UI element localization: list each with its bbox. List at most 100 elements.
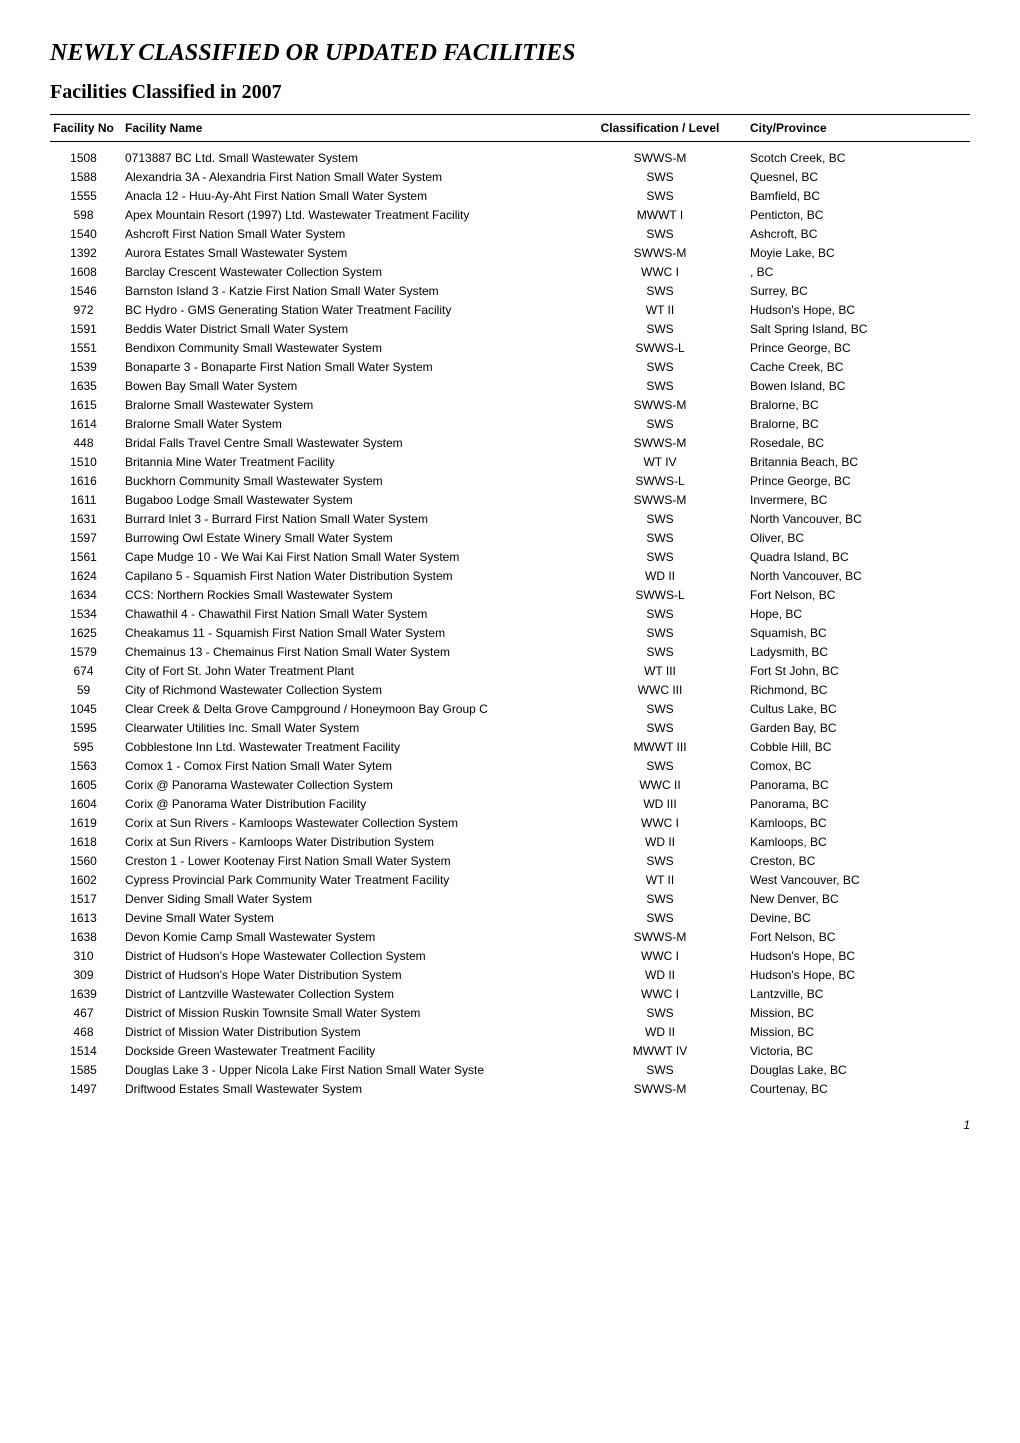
cell-facility-name: Burrard Inlet 3 - Burrard First Nation S… (125, 512, 570, 526)
cell-facility-name: Alexandria 3A - Alexandria First Nation … (125, 170, 570, 184)
cell-city: New Denver, BC (750, 892, 970, 906)
cell-city: Hudson's Hope, BC (750, 949, 970, 963)
table-row: 1551Bendixon Community Small Wastewater … (50, 338, 970, 357)
table-row: 1611Bugaboo Lodge Small Wastewater Syste… (50, 490, 970, 509)
cell-facility-name: 0713887 BC Ltd. Small Wastewater System (125, 151, 570, 165)
cell-classification: SWS (570, 512, 750, 526)
cell-classification: SWS (570, 892, 750, 906)
cell-facility-no: 1563 (50, 759, 125, 773)
cell-city: Panorama, BC (750, 778, 970, 792)
cell-classification: WT IV (570, 455, 750, 469)
cell-classification: WT II (570, 303, 750, 317)
cell-facility-no: 1392 (50, 246, 125, 260)
cell-facility-name: Anacla 12 - Huu-Ay-Aht First Nation Smal… (125, 189, 570, 203)
cell-city: Ladysmith, BC (750, 645, 970, 659)
table-row: 59City of Richmond Wastewater Collection… (50, 680, 970, 699)
cell-facility-no: 1614 (50, 417, 125, 431)
cell-classification: SWS (570, 550, 750, 564)
table-row: 1392Aurora Estates Small Wastewater Syst… (50, 243, 970, 262)
table-row: 309District of Hudson's Hope Water Distr… (50, 965, 970, 984)
table-row: 468District of Mission Water Distributio… (50, 1022, 970, 1041)
cell-facility-name: Chemainus 13 - Chemainus First Nation Sm… (125, 645, 570, 659)
cell-facility-no: 1625 (50, 626, 125, 640)
cell-facility-no: 1588 (50, 170, 125, 184)
cell-classification: WD II (570, 835, 750, 849)
cell-facility-name: Bugaboo Lodge Small Wastewater System (125, 493, 570, 507)
cell-facility-name: Cheakamus 11 - Squamish First Nation Sma… (125, 626, 570, 640)
cell-classification: SWWS-M (570, 151, 750, 165)
cell-facility-name: Bonaparte 3 - Bonaparte First Nation Sma… (125, 360, 570, 374)
table-row: 1615Bralorne Small Wastewater SystemSWWS… (50, 395, 970, 414)
table-row: 1561Cape Mudge 10 - We Wai Kai First Nat… (50, 547, 970, 566)
header-facility-name: Facility Name (125, 121, 570, 135)
cell-city: Squamish, BC (750, 626, 970, 640)
cell-classification: SWS (570, 189, 750, 203)
cell-facility-no: 595 (50, 740, 125, 754)
table-row: 595Cobblestone Inn Ltd. Wastewater Treat… (50, 737, 970, 756)
cell-facility-no: 309 (50, 968, 125, 982)
cell-city: Hudson's Hope, BC (750, 968, 970, 982)
table-row: 1555Anacla 12 - Huu-Ay-Aht First Nation … (50, 186, 970, 205)
cell-city: Bralorne, BC (750, 398, 970, 412)
table-row: 1591Beddis Water District Small Water Sy… (50, 319, 970, 338)
cell-facility-no: 1514 (50, 1044, 125, 1058)
cell-city: Quesnel, BC (750, 170, 970, 184)
table-row: 310District of Hudson's Hope Wastewater … (50, 946, 970, 965)
cell-facility-name: Barnston Island 3 - Katzie First Nation … (125, 284, 570, 298)
cell-facility-name: Douglas Lake 3 - Upper Nicola Lake First… (125, 1063, 570, 1077)
table-row: 972BC Hydro - GMS Generating Station Wat… (50, 300, 970, 319)
cell-facility-no: 598 (50, 208, 125, 222)
cell-facility-no: 1639 (50, 987, 125, 1001)
cell-facility-name: Cypress Provincial Park Community Water … (125, 873, 570, 887)
cell-city: Panorama, BC (750, 797, 970, 811)
cell-facility-no: 448 (50, 436, 125, 450)
cell-facility-name: Driftwood Estates Small Wastewater Syste… (125, 1082, 570, 1096)
cell-classification: WWC III (570, 683, 750, 697)
cell-classification: SWS (570, 1063, 750, 1077)
cell-facility-name: District of Hudson's Hope Wastewater Col… (125, 949, 570, 963)
cell-city: Invermere, BC (750, 493, 970, 507)
table-row: 1588Alexandria 3A - Alexandria First Nat… (50, 167, 970, 186)
cell-facility-no: 1619 (50, 816, 125, 830)
cell-facility-no: 1613 (50, 911, 125, 925)
table-row: 1635Bowen Bay Small Water SystemSWSBowen… (50, 376, 970, 395)
cell-classification: WT III (570, 664, 750, 678)
cell-city: Mission, BC (750, 1025, 970, 1039)
table-row: 1608Barclay Crescent Wastewater Collecti… (50, 262, 970, 281)
cell-facility-no: 1595 (50, 721, 125, 735)
cell-classification: SWWS-M (570, 246, 750, 260)
table-row: 448Bridal Falls Travel Centre Small Wast… (50, 433, 970, 452)
cell-facility-name: Corix at Sun Rivers - Kamloops Wastewate… (125, 816, 570, 830)
cell-city: Ashcroft, BC (750, 227, 970, 241)
table-row: 1539Bonaparte 3 - Bonaparte First Nation… (50, 357, 970, 376)
table-row: 1514Dockside Green Wastewater Treatment … (50, 1041, 970, 1060)
table-row: 1625Cheakamus 11 - Squamish First Nation… (50, 623, 970, 642)
table-row: 1563Comox 1 - Comox First Nation Small W… (50, 756, 970, 775)
cell-city: West Vancouver, BC (750, 873, 970, 887)
table-row: 1639District of Lantzville Wastewater Co… (50, 984, 970, 1003)
cell-classification: WWC II (570, 778, 750, 792)
cell-classification: SWWS-L (570, 588, 750, 602)
cell-facility-no: 1634 (50, 588, 125, 602)
header-classification: Classification / Level (570, 121, 750, 135)
cell-city: Courtenay, BC (750, 1082, 970, 1096)
cell-city: Quadra Island, BC (750, 550, 970, 564)
cell-facility-name: Dockside Green Wastewater Treatment Faci… (125, 1044, 570, 1058)
table-row: 1604Corix @ Panorama Water Distribution … (50, 794, 970, 813)
cell-city: Surrey, BC (750, 284, 970, 298)
cell-facility-name: Apex Mountain Resort (1997) Ltd. Wastewa… (125, 208, 570, 222)
cell-facility-no: 1497 (50, 1082, 125, 1096)
cell-facility-no: 467 (50, 1006, 125, 1020)
cell-classification: SWWS-M (570, 930, 750, 944)
cell-facility-name: District of Mission Ruskin Townsite Smal… (125, 1006, 570, 1020)
cell-classification: SWS (570, 854, 750, 868)
cell-facility-no: 1539 (50, 360, 125, 374)
cell-facility-name: District of Lantzville Wastewater Collec… (125, 987, 570, 1001)
table-row: 1614Bralorne Small Water SystemSWSBralor… (50, 414, 970, 433)
cell-facility-no: 1561 (50, 550, 125, 564)
cell-facility-no: 468 (50, 1025, 125, 1039)
cell-facility-no: 1045 (50, 702, 125, 716)
cell-city: Prince George, BC (750, 474, 970, 488)
cell-city: North Vancouver, BC (750, 569, 970, 583)
cell-facility-no: 1508 (50, 151, 125, 165)
